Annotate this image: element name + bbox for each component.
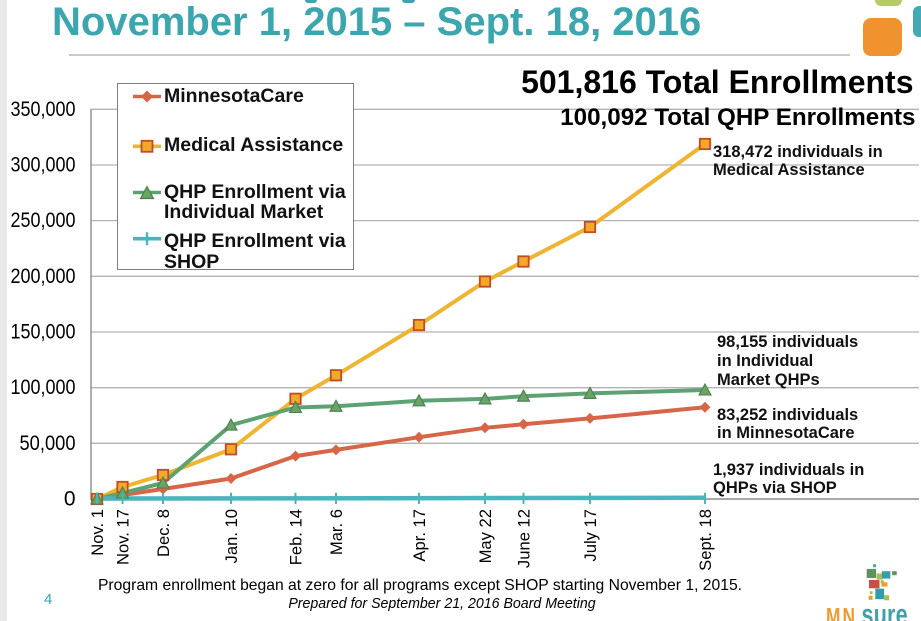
svg-text:100,000: 100,000 [11, 376, 76, 399]
svg-text:Feb. 14: Feb. 14 [286, 509, 305, 565]
svg-text:Mar. 6: Mar. 6 [327, 509, 346, 555]
svg-text:Jan. 10: Jan. 10 [222, 509, 241, 563]
svg-text:July 17: July 17 [581, 509, 600, 562]
svg-text:Apr. 17: Apr. 17 [410, 509, 429, 562]
svg-text:50,000: 50,000 [20, 432, 76, 455]
svg-text:Nov. 1: Nov. 1 [88, 509, 107, 556]
svg-text:sure: sure [862, 598, 908, 621]
svg-text:250,000: 250,000 [11, 209, 76, 232]
svg-text:MN: MN [826, 604, 857, 621]
svg-text:Nov. 17: Nov. 17 [113, 509, 132, 565]
svg-text:0: 0 [64, 488, 76, 511]
svg-text:200,000: 200,000 [11, 265, 76, 288]
svg-text:June 12: June 12 [514, 509, 533, 568]
svg-text:300,000: 300,000 [11, 154, 76, 177]
svg-text:350,000: 350,000 [11, 98, 76, 121]
svg-text:Sept. 18: Sept. 18 [696, 509, 715, 571]
svg-text:150,000: 150,000 [11, 321, 76, 344]
svg-text:May 22: May 22 [476, 509, 495, 563]
svg-text:Dec. 8: Dec. 8 [154, 509, 173, 557]
